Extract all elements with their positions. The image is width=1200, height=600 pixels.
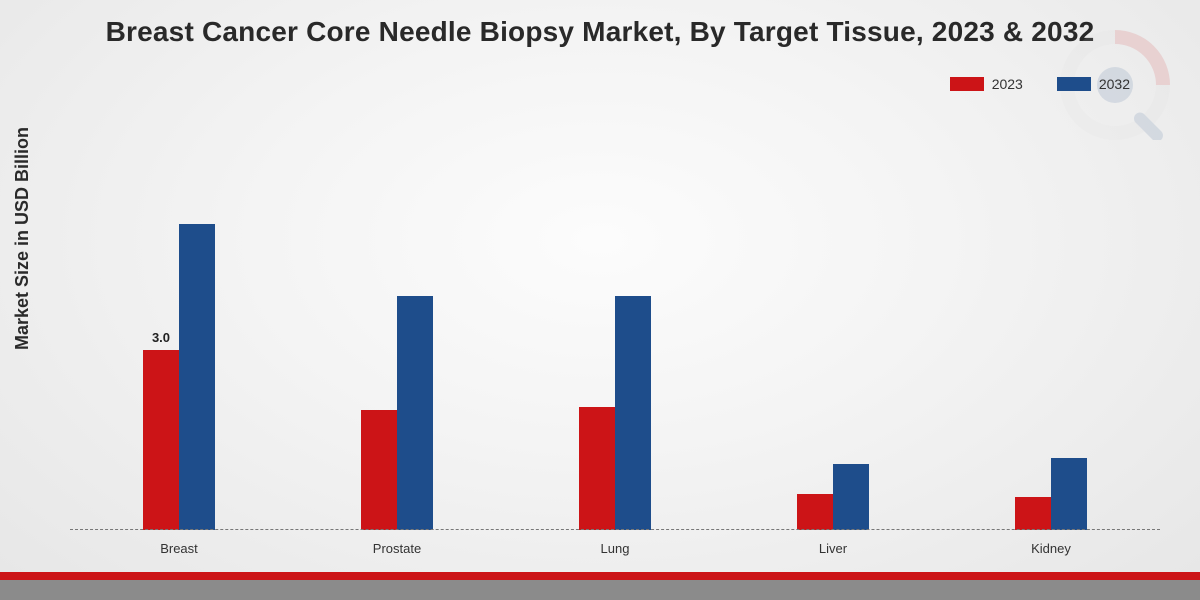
legend-label-2023: 2023 [992, 76, 1023, 92]
xlabel-kidney: Kidney [953, 541, 1149, 556]
bar-group-kidney [953, 458, 1149, 530]
bar-prostate-2032 [397, 296, 433, 530]
bar-liver-2023 [797, 494, 833, 530]
bar-lung-2032 [615, 296, 651, 530]
chart-container: Breast Cancer Core Needle Biopsy Market,… [0, 0, 1200, 600]
x-axis-labels: Breast Prostate Lung Liver Kidney [70, 541, 1160, 556]
bar-kidney-2032 [1051, 458, 1087, 530]
bar-prostate-2023 [361, 410, 397, 530]
legend-item-2023: 2023 [950, 76, 1023, 92]
y-axis-label: Market Size in USD Billion [12, 127, 33, 350]
bar-group-prostate [299, 296, 495, 530]
chart-title: Breast Cancer Core Needle Biopsy Market,… [0, 0, 1200, 48]
xlabel-prostate: Prostate [299, 541, 495, 556]
bar-groups: 3.0 [70, 140, 1160, 530]
legend-swatch-2032 [1057, 77, 1091, 91]
bar-breast-2032 [179, 224, 215, 530]
bar-kidney-2023 [1015, 497, 1051, 530]
xlabel-breast: Breast [81, 541, 277, 556]
bar-lung-2023 [579, 407, 615, 530]
legend-swatch-2023 [950, 77, 984, 91]
x-axis-line [70, 529, 1160, 530]
plot-area: 3.0 [70, 140, 1160, 530]
legend-label-2032: 2032 [1099, 76, 1130, 92]
legend: 2023 2032 [950, 76, 1130, 92]
xlabel-liver: Liver [735, 541, 931, 556]
bar-breast-2023: 3.0 [143, 350, 179, 530]
bar-value-label: 3.0 [143, 330, 179, 345]
bar-liver-2032 [833, 464, 869, 530]
legend-item-2032: 2032 [1057, 76, 1130, 92]
footer-red-stripe [0, 572, 1200, 580]
bar-group-breast: 3.0 [81, 224, 277, 530]
xlabel-lung: Lung [517, 541, 713, 556]
footer-stripe [0, 572, 1200, 600]
bar-group-liver [735, 464, 931, 530]
bar-group-lung [517, 296, 713, 530]
footer-grey-stripe [0, 580, 1200, 600]
